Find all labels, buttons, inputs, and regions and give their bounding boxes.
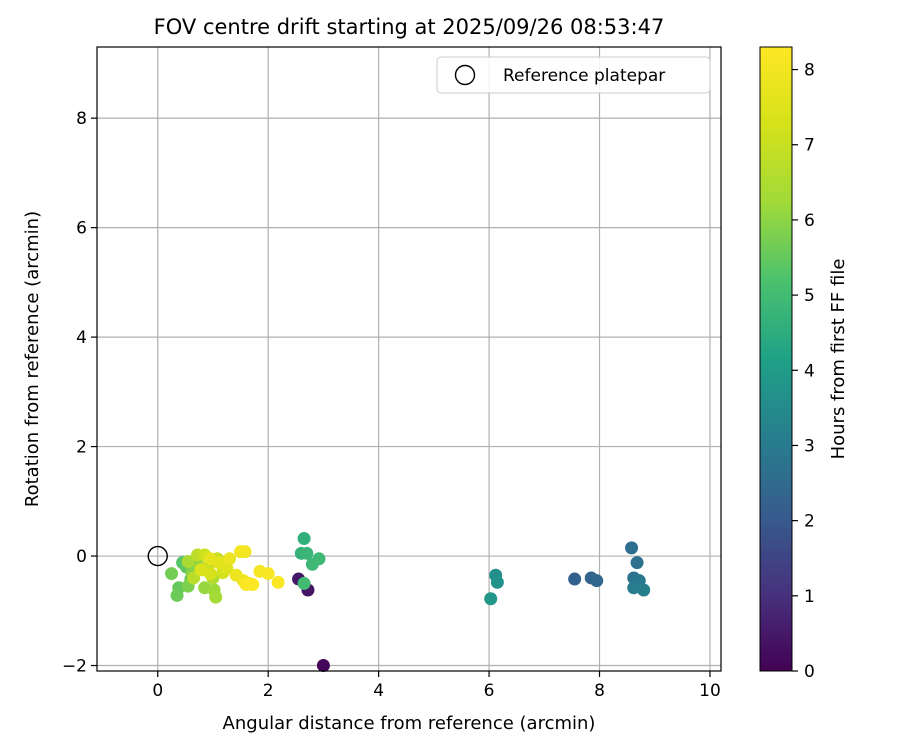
x-tick-label: 2 [263,681,274,701]
colorbar-ticks: 0 1 2 3 4 5 6 7 8 [792,61,815,682]
data-point [223,552,237,566]
y-tick-label: 8 [76,109,87,129]
x-axis-ticks: 0 2 4 6 8 10 [152,671,721,701]
x-tick-label: 10 [699,681,721,701]
data-point [630,556,644,570]
data-point [203,552,217,566]
legend-marker-icon [454,64,476,86]
x-tick-label: 4 [373,681,384,701]
data-point [590,574,604,588]
data-points [165,532,651,673]
data-point [316,659,330,673]
data-point [490,575,504,589]
y-tick-label: −2 [62,657,87,677]
colorbar-tick-label: 0 [804,662,815,682]
y-tick-label: 2 [76,438,87,458]
data-point [209,590,223,604]
legend-entry-label: Reference platepar [503,66,665,86]
data-point [194,563,208,577]
x-tick-label: 0 [152,681,163,701]
reference-platepar-marker [147,545,168,567]
colorbar-tick-label: 6 [804,211,815,231]
legend-box [436,56,711,94]
data-point [625,541,639,555]
y-axis-ticks: −2 0 2 4 6 8 [62,109,97,677]
legend: Reference platepar [436,56,711,94]
colorbar-tick-label: 3 [804,436,815,456]
y-tick-label: 0 [76,547,87,567]
y-axis-label: Rotation from reference (arcmin) [22,211,43,507]
chart-title: FOV centre drift starting at 2025/09/26 … [154,15,665,39]
data-point [181,555,195,569]
data-point [484,592,498,606]
colorbar-tick-label: 5 [804,286,815,306]
data-point [312,552,326,566]
data-point [261,567,275,581]
data-point [239,578,253,592]
y-tick-label: 4 [76,328,87,348]
colorbar-tick-label: 1 [804,587,815,607]
data-point [271,575,285,589]
data-point [300,546,314,560]
plot-frame [96,46,722,672]
data-point [297,576,311,590]
x-tick-label: 8 [594,681,605,701]
data-point [637,583,651,597]
data-point [297,532,311,546]
colorbar-tick-label: 8 [804,61,815,81]
x-axis-label: Angular distance from reference (arcmin) [223,713,596,734]
colorbar-tick-label: 7 [804,136,815,156]
data-point [165,567,179,581]
reference-layer [147,545,168,567]
colorbar-tick-label: 4 [804,361,815,381]
colorbar-label: Hours from first FF file [828,259,849,460]
x-tick-label: 6 [484,681,495,701]
colorbar-tick-label: 2 [804,512,815,532]
data-point [627,581,641,595]
data-point [568,572,582,586]
colorbar [759,46,793,672]
data-point [170,588,184,602]
y-tick-label: 6 [76,219,87,239]
grid-lines [97,47,721,671]
data-point [238,545,252,559]
